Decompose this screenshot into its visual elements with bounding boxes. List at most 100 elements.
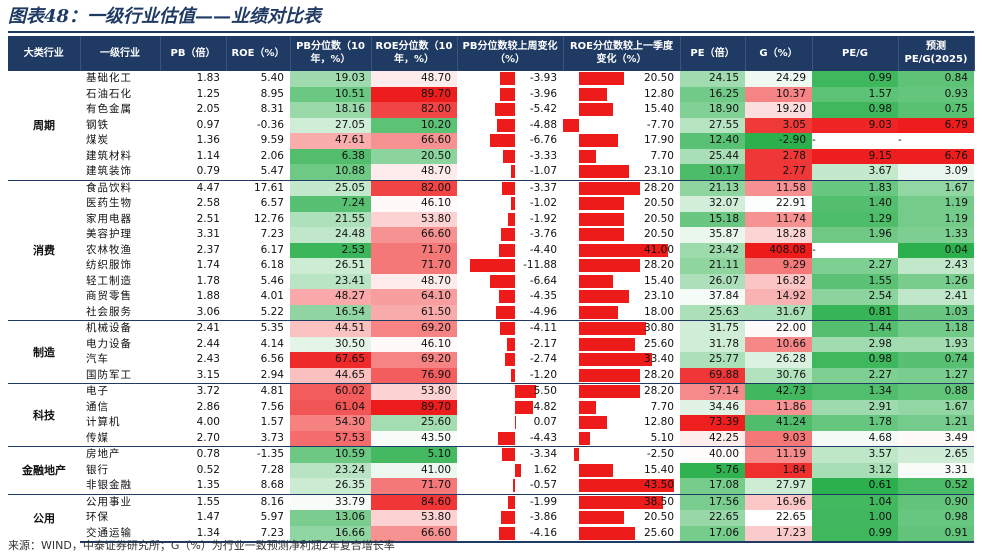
pb-change-cell: -1.07 <box>457 164 563 180</box>
pb-change-bar <box>502 181 515 195</box>
roe-change-cell: 38.50 <box>563 493 680 510</box>
pb-change-value: -1.92 <box>529 212 557 225</box>
pb-change-value: -0.57 <box>529 479 557 492</box>
peg-value: 1.44 <box>812 320 898 337</box>
pb-value: 1.83 <box>160 70 226 87</box>
roe-value: 5.47 <box>260 165 284 178</box>
roe-change-bar <box>579 511 624 524</box>
roe-value: 5.46 <box>260 274 284 287</box>
peg-value: 3.12 <box>812 462 898 478</box>
table-row: 交通运输 1.34 7.23 16.66 66.60 -4.16 25.60 17.06 17.… <box>8 525 974 543</box>
industry-name: 纺织服饰 <box>86 259 132 272</box>
table-row: 银行 0.52 7.28 23.24 41.00 1.62 15.40 5.76 1.84 3.1… <box>8 462 974 478</box>
peg-value: 1.57 <box>812 86 898 102</box>
table-row: 社会服务 3.06 5.22 16.54 61.50 -4.96 18.00 25.63 31.… <box>8 304 974 321</box>
roe-value: 4.01 <box>260 290 284 303</box>
pb-change-cell: -4.35 <box>457 289 563 305</box>
roe-value: 8.95 <box>260 87 284 100</box>
peg-2025-value: 0.90 <box>898 493 974 510</box>
pb-change-value: -1.99 <box>529 495 557 508</box>
pb-change-cell: -3.96 <box>457 87 563 103</box>
table-row: 计算机 4.00 1.57 54.30 25.60 0.07 12.80 73.39 41.24… <box>8 415 974 431</box>
table-row: 石油石化 1.25 8.95 10.51 89.70 -3.96 12.80 16.25 10.… <box>8 86 974 103</box>
pb-change-bar <box>512 479 515 492</box>
pb-change-value: -4.35 <box>529 290 557 303</box>
peg-value: 1.83 <box>812 179 898 196</box>
pb-percentile: 67.65 <box>290 352 371 368</box>
growth-value: 18.28 <box>745 227 812 243</box>
pb-change-value: -11.88 <box>523 259 557 272</box>
roe-percentile: 25.60 <box>371 415 457 431</box>
pe-value: 31.78 <box>680 336 745 352</box>
growth-value: 11.74 <box>745 211 812 227</box>
roe-value: 5.22 <box>260 305 284 318</box>
table-row: 公用 公用事业 1.55 8.16 33.79 84.60 -1.99 38.50 17.56 1… <box>8 493 974 542</box>
table-row: 消费 食品饮料 4.47 17.61 25.05 82.00 -3.37 28.20 21.13… <box>8 179 974 321</box>
peg-2025-value: 1.19 <box>898 211 974 227</box>
pe-value: 34.46 <box>680 399 745 415</box>
pb-percentile: 10.59 <box>290 446 371 463</box>
peg-2025-value: 0.93 <box>898 86 974 102</box>
pb-change-bar <box>515 400 534 414</box>
industry-name: 农林牧渔 <box>86 243 132 256</box>
pb-change-bar <box>510 368 515 382</box>
peg-2025-value: 3.31 <box>898 462 974 478</box>
pb-change-cell: -1.20 <box>457 368 563 384</box>
pb-change-value: -1.20 <box>529 368 557 381</box>
pb-value: 1.78 <box>196 274 220 287</box>
table-row: 周期 基础化工 1.83 5.40 19.03 48.70 -3.93 20.50 24.15 2… <box>8 70 974 180</box>
pb-value: 1.35 <box>196 479 220 492</box>
roe-value: 8.68 <box>260 479 284 492</box>
growth-value: 19.20 <box>745 102 812 118</box>
pb-change-value: 4.82 <box>533 400 557 413</box>
table-row: 有色金属 2.05 8.31 18.16 82.00 -5.42 15.40 18.90 19.… <box>8 102 974 118</box>
roe-change-bar <box>579 212 624 226</box>
roe-percentile: 61.50 <box>371 304 457 321</box>
pb-percentile: 2.53 <box>290 242 371 258</box>
group-label: 制造 <box>8 320 80 384</box>
pb-percentile: 6.38 <box>290 148 371 164</box>
growth-value: 22.91 <box>745 196 812 212</box>
table-row: 建筑材料 1.14 2.06 6.38 20.50 -3.33 7.70 25.44 2.78 9… <box>8 148 974 164</box>
column-header: G（%） <box>745 36 813 71</box>
roe-change-value: 43.50 <box>643 479 674 492</box>
roe-change-value: 20.50 <box>643 511 674 524</box>
growth-value: 41.24 <box>745 415 812 431</box>
pb-change-value: -2.17 <box>529 337 557 350</box>
roe-change-cell: 28.20 <box>563 383 680 400</box>
roe-change-value: 30.80 <box>643 322 674 335</box>
pb-value: 1.47 <box>196 511 220 524</box>
group-label: 科技 <box>8 383 80 447</box>
column-header: PB（倍） <box>160 36 227 71</box>
pb-change-value: -3.93 <box>529 72 557 85</box>
pb-value: 0.78 <box>160 446 226 463</box>
industry-name: 计算机 <box>86 416 121 429</box>
industry-name: 国防军工 <box>86 368 132 381</box>
peg-2025-value: 1.67 <box>898 399 974 415</box>
roe-value: 3.73 <box>260 431 284 444</box>
pb-change-cell: -4.88 <box>457 118 563 134</box>
peg-2025-value: 2.65 <box>898 446 974 463</box>
peg-value: 1.04 <box>812 493 898 510</box>
roe-change-cell: 23.10 <box>563 164 680 180</box>
roe-change-cell: 12.80 <box>563 415 680 431</box>
pb-change-value: -3.96 <box>529 87 557 100</box>
roe-value: 7.23 <box>226 525 290 543</box>
pb-change-bar <box>506 337 515 351</box>
pe-value: 35.87 <box>680 227 745 243</box>
roe-change-bar <box>579 181 641 195</box>
peg-value: 9.15 <box>812 148 898 164</box>
pe-value: 25.44 <box>680 148 745 164</box>
growth-value: 24.29 <box>745 70 812 87</box>
roe-change-cell: 30.80 <box>563 320 680 337</box>
column-header: 预测PE/G(2025) <box>898 36 975 71</box>
growth-value: 30.76 <box>745 367 812 384</box>
peg-value: 2.27 <box>812 367 898 384</box>
pb-change-value: -3.34 <box>529 448 557 461</box>
pe-value: 37.84 <box>680 289 745 305</box>
peg-value: 3.57 <box>812 446 898 463</box>
industry-name: 石油石化 <box>86 87 132 100</box>
industry-name: 环保 <box>86 511 109 524</box>
roe-change-cell: 18.00 <box>563 305 680 321</box>
column-header: PE（倍） <box>680 36 746 71</box>
